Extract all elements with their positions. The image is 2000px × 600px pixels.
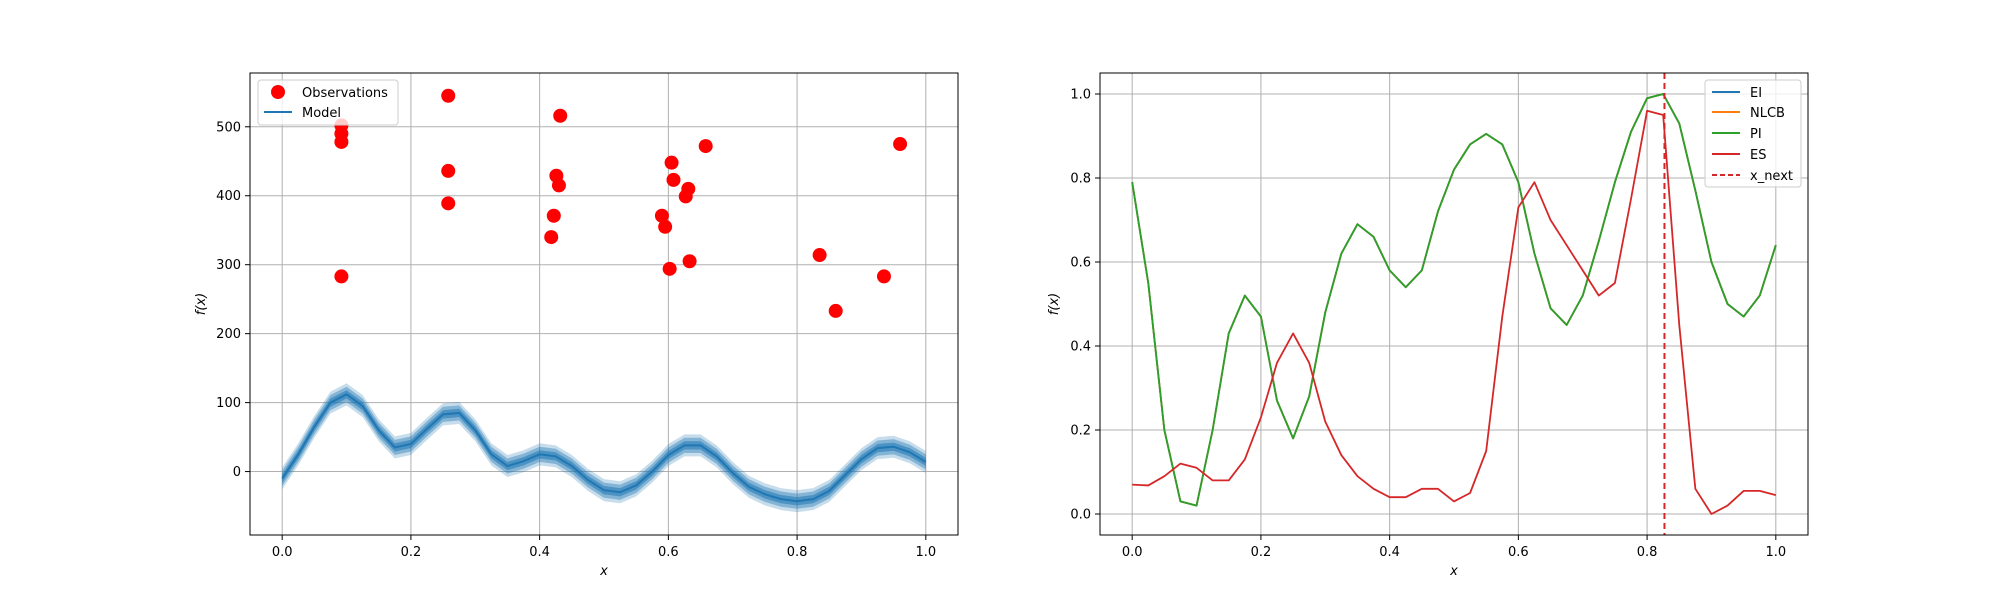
observation-point — [441, 163, 456, 178]
legend-x-next-label: x_next — [1750, 169, 1793, 184]
observation-point — [553, 108, 568, 123]
right-tick-labels: 0.0 0.2 0.4 0.6 0.8 1.0 0.0 0.2 0.4 0.6 0.8 1.0 — [1070, 88, 1786, 561]
legend-nlcb-label: NLCB — [1750, 106, 1785, 121]
observation-point — [662, 261, 677, 276]
legend-es-label: ES — [1750, 148, 1766, 163]
observation-point — [812, 248, 827, 263]
observation-point — [828, 303, 843, 318]
left-x-tick-label: 0.8 — [787, 545, 808, 560]
right-axes-frame — [1099, 72, 1809, 536]
observation-point — [666, 172, 681, 187]
right-y-tick-label: 1.0 — [1070, 88, 1091, 103]
legend-model-label: Model — [302, 106, 341, 121]
right-x-tick-label: 0.6 — [1508, 545, 1529, 560]
right-y-tick-label: 0.2 — [1070, 424, 1091, 439]
left-y-tick-label: 300 — [216, 258, 241, 273]
series-pi-line — [1131, 93, 1777, 507]
observation-point — [544, 230, 559, 245]
right-legend-box — [1704, 79, 1802, 188]
right-y-tick-label: 0.6 — [1070, 256, 1091, 271]
right-x-tick-label: 0.8 — [1637, 545, 1658, 560]
left-y-tick-label: 100 — [216, 396, 241, 411]
right-panel: 0.0 0.2 0.4 0.6 0.8 1.0 0.0 0.2 0.4 0.6 0.8 1.0 x f… — [1047, 72, 1809, 579]
right-y-tick-label: 0.4 — [1070, 340, 1091, 355]
observation-point — [698, 139, 713, 154]
right-y-axis-label: f(x) — [1047, 293, 1062, 315]
observation-point — [441, 88, 456, 103]
series-es-line — [1132, 109, 1777, 515]
left-x-tick-label: 0.0 — [272, 545, 293, 560]
observation-point — [658, 219, 673, 234]
observation-point — [441, 196, 456, 211]
right-x-tick-label: 0.4 — [1379, 545, 1400, 560]
left-y-tick-label: 400 — [216, 189, 241, 204]
left-panel: 0.0 0.2 0.4 0.6 0.8 1.0 0 100 200 300 400 500 x f(x… — [194, 72, 959, 579]
legend-ei-label: EI — [1750, 86, 1762, 101]
left-y-tick-label: 200 — [216, 327, 241, 342]
right-x-axis-label: x — [1449, 564, 1458, 579]
legend-pi-label: PI — [1750, 127, 1762, 142]
observation-point — [334, 269, 349, 284]
left-x-axis-label: x — [599, 564, 608, 579]
observation-point — [334, 134, 349, 149]
legend-observations-marker — [271, 85, 285, 99]
right-x-tick-label: 1.0 — [1765, 545, 1786, 560]
observation-point — [681, 181, 696, 196]
left-grid — [250, 73, 958, 535]
left-x-tick-label: 0.4 — [529, 545, 550, 560]
left-x-tick-label: 1.0 — [915, 545, 936, 560]
left-legend: Observations Model — [257, 79, 399, 126]
left-y-tick-label: 0 — [233, 465, 241, 480]
right-legend: EI NLCB PI ES x_next — [1704, 79, 1802, 188]
observation-point — [654, 208, 669, 223]
observation-point — [664, 155, 679, 170]
right-x-tick-label: 0.0 — [1122, 545, 1143, 560]
model-uncertainty-band — [282, 390, 926, 506]
right-x-tick-label: 0.2 — [1251, 545, 1272, 560]
observation-point — [682, 254, 697, 269]
right-plot-area — [1131, 73, 1777, 535]
observation-point — [546, 208, 561, 223]
left-x-tick-label: 0.6 — [658, 545, 679, 560]
right-y-tick-label: 0.0 — [1070, 508, 1091, 523]
observation-point — [876, 269, 891, 284]
observation-point — [893, 137, 908, 152]
left-tick-labels: 0.0 0.2 0.4 0.6 0.8 1.0 0 100 200 300 400 500 — [216, 120, 936, 560]
right-y-tick-label: 0.8 — [1070, 172, 1091, 187]
left-x-tick-label: 0.2 — [401, 545, 422, 560]
left-axes-frame — [249, 72, 959, 536]
model-mean-line — [281, 393, 927, 503]
observation-point — [551, 178, 566, 193]
left-legend-box — [257, 79, 399, 126]
left-y-axis-label: f(x) — [194, 293, 209, 315]
left-y-tick-label: 500 — [216, 120, 241, 135]
left-plot-area — [281, 88, 927, 513]
legend-observations-label: Observations — [302, 86, 388, 101]
